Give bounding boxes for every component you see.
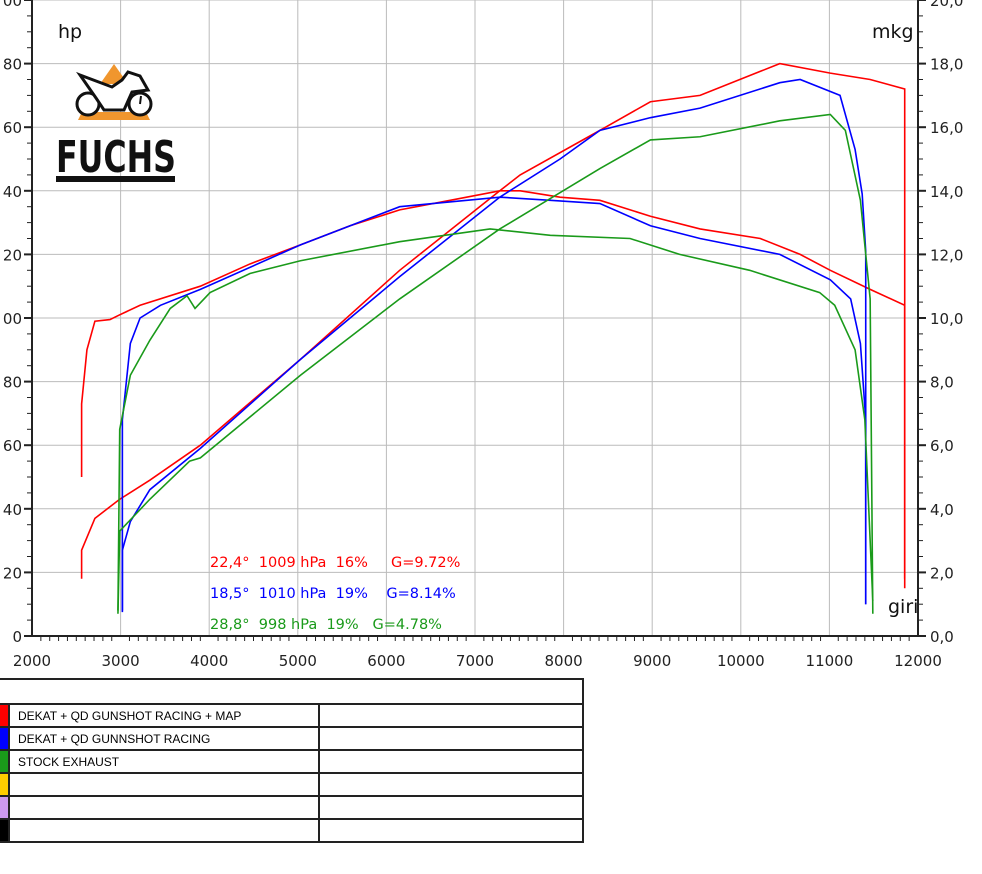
x-tick-label: 8000 [545,652,583,670]
right-tick-label: 14,0 [930,183,963,201]
left-tick-label: 80 [3,56,22,74]
legend-label [8,795,320,820]
legend-row [0,818,584,843]
right-tick-label: 16,0 [930,119,963,137]
x-tick-label: 11000 [806,652,854,670]
legend-label: DEKAT + QD GUNSHOT RACING + MAP [8,703,320,728]
logo-text: FUCHS [56,132,176,183]
x-tick-label: 5000 [279,652,317,670]
x-tick-label: 9000 [633,652,671,670]
legend-swatch [0,772,10,797]
legend-value [318,726,584,751]
left-axis-label: hp [58,21,82,43]
legend-value [318,749,584,774]
legend-value [318,795,584,820]
legend-swatch [0,726,10,751]
left-tick-label: 0 [12,628,22,646]
legend-label: DEKAT + QD GUNNSHOT RACING [8,726,320,751]
legend-swatch [0,818,10,843]
right-axis-label: mkg [872,21,914,43]
power-curve-2 [117,113,874,614]
x-axis-label: giri [888,596,918,618]
left-tick-label: 40 [3,501,22,519]
right-tick-label: 10,0 [930,310,963,328]
condition-row-green: 28,8° 998 hPa 19% G=4.78% [210,617,442,633]
legend-value [318,703,584,728]
right-tick-label: 2,0 [930,564,954,582]
legend-label [8,772,320,797]
axes: 2000 3000 4000 5000 6000 7000 8000 9000 10000 110… [3,0,963,670]
x-tick-label: 10000 [717,652,765,670]
legend-row [0,772,584,797]
legend-value [318,772,584,797]
left-tick-label: 00 [3,310,22,328]
power-curve-1 [121,78,867,613]
left-tick-label: 40 [3,183,22,201]
right-tick-label: 20,0 [930,0,963,10]
legend-row: DEKAT + QD GUNSHOT RACING + MAP [0,703,584,728]
legend-row [0,795,584,820]
left-tick-label: 20 [3,246,22,264]
condition-row-red: 22,4° 1009 hPa 16% G=9.72% [210,555,461,571]
left-tick-label: 80 [3,374,22,392]
legend-table: DEKAT + QD GUNSHOT RACING + MAP DEKAT + Q… [0,678,584,843]
right-tick-label: 0,0 [930,628,954,646]
torque-curve-0 [80,190,906,589]
torque-curve-2 [117,228,874,611]
x-tick-label: 12000 [894,652,942,670]
left-tick-label: 60 [3,119,22,137]
left-tick-label: 00 [3,0,22,10]
torque-curve-1 [121,196,867,611]
right-tick-label: 18,0 [930,56,963,74]
legend-swatch [0,795,10,820]
condition-row-blue: 18,5° 1010 hPa 19% G=8.14% [210,586,456,602]
right-tick-label: 8,0 [930,374,954,392]
legend-label: STOCK EXHAUST [8,749,320,774]
series [80,62,906,614]
legend-label [8,818,320,843]
right-tick-label: 4,0 [930,501,954,519]
legend-swatch [0,703,10,728]
legend-header [0,678,584,705]
x-tick-label: 2000 [13,652,51,670]
legend-swatch [0,749,10,774]
x-tick-label: 7000 [456,652,494,670]
right-tick-label: 12,0 [930,246,963,264]
x-tick-label: 4000 [190,652,228,670]
power-curve-0 [80,62,906,579]
left-tick-label: 60 [3,437,22,455]
right-tick-label: 6,0 [930,437,954,455]
legend-value [318,818,584,843]
x-tick-label: 6000 [367,652,405,670]
dyno-chart: 2000 3000 4000 5000 6000 7000 8000 9000 10000 110… [3,0,963,670]
legend-row: STOCK EXHAUST [0,749,584,774]
fuchs-logo: FUCHS [56,64,176,183]
x-tick-label: 3000 [102,652,140,670]
left-tick-label: 20 [3,564,22,582]
legend-row: DEKAT + QD GUNNSHOT RACING [0,726,584,751]
